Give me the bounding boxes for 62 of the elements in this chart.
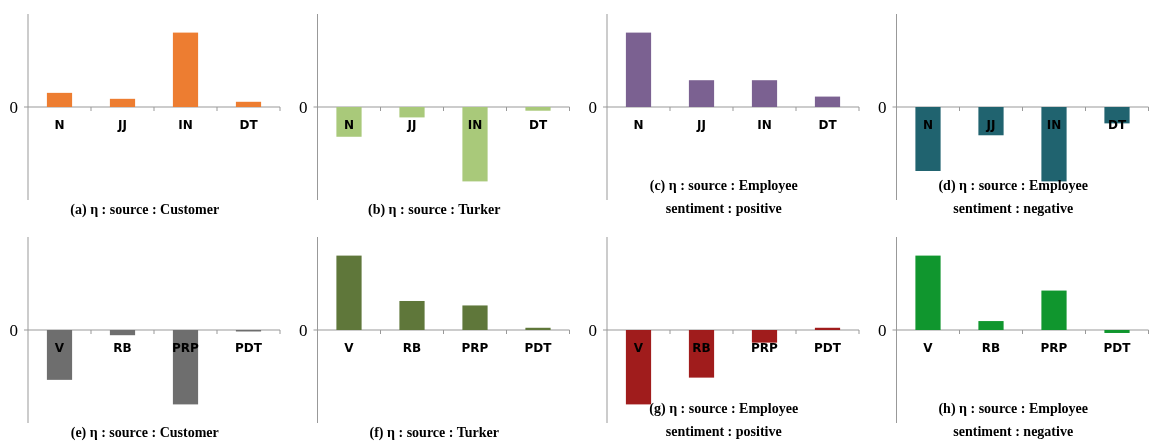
text: (e) η : source : Customer <box>70 425 219 441</box>
x-tick-label: RB <box>981 341 1001 355</box>
text: (f) η : source : Turker <box>369 425 499 441</box>
x-tick-label: V <box>344 341 355 355</box>
x-tick-label: PDT <box>524 341 553 355</box>
text: 0 <box>878 320 887 340</box>
x-tick-label: V <box>923 341 934 355</box>
x-tick-label: IN <box>467 118 483 132</box>
text: (c) η : source : Employee <box>649 178 798 194</box>
bar <box>172 32 199 107</box>
bar <box>336 255 362 330</box>
bar <box>235 101 262 107</box>
x-tick-label: PDT <box>235 341 263 355</box>
bar <box>1041 290 1067 330</box>
text: (g) η : source : Employee <box>649 401 799 417</box>
text: 0 <box>299 97 308 117</box>
text: sentiment : negative <box>953 424 1074 439</box>
x-tick-label: PRP <box>751 341 779 355</box>
x-tick-label: JJ <box>117 118 127 132</box>
bar <box>109 98 136 107</box>
text: sentiment : negative <box>953 201 1074 216</box>
text: sentiment : positive <box>665 424 782 439</box>
bar <box>399 300 425 330</box>
text: 0 <box>878 97 887 117</box>
x-tick-label: DT <box>818 118 838 132</box>
x-tick-label: DT <box>528 118 548 132</box>
x-tick-label: IN <box>178 118 193 132</box>
x-tick-label: V <box>54 341 65 355</box>
text: (d) η : source : Employee <box>938 178 1089 194</box>
x-tick-label: RB <box>402 341 422 355</box>
x-tick-label: JJ <box>985 118 996 132</box>
text: (h) η : source : Employee <box>938 401 1089 417</box>
x-tick-label: IN <box>1046 118 1062 132</box>
bar <box>525 327 551 330</box>
x-tick-label: RB <box>692 341 711 355</box>
x-tick-label: N <box>54 118 65 132</box>
text: (a) η : source : Customer <box>70 202 220 218</box>
text: (b) η : source : Turker <box>367 202 501 218</box>
text: 0 <box>588 97 597 117</box>
x-tick-label: IN <box>757 118 772 132</box>
x-tick-label: DT <box>239 118 259 132</box>
text: 0 <box>588 320 597 340</box>
text: 0 <box>9 97 18 117</box>
bar <box>1104 330 1130 333</box>
x-tick-label: V <box>633 341 644 355</box>
x-tick-label: N <box>922 118 934 132</box>
x-tick-label: RB <box>113 341 132 355</box>
bar <box>915 255 941 330</box>
x-tick-label: PDT <box>814 341 842 355</box>
bar <box>978 321 1004 330</box>
text: 0 <box>299 320 308 340</box>
x-tick-label: PRP <box>1040 341 1068 355</box>
x-tick-label: N <box>343 118 355 132</box>
text: 0 <box>9 320 18 340</box>
x-tick-label: PRP <box>461 341 489 355</box>
text: sentiment : positive <box>665 201 782 216</box>
bar <box>46 92 73 107</box>
x-tick-label: N <box>633 118 644 132</box>
bar <box>462 305 488 330</box>
x-tick-label: JJ <box>406 118 417 132</box>
x-tick-label: PDT <box>1103 341 1132 355</box>
x-tick-label: JJ <box>696 118 706 132</box>
